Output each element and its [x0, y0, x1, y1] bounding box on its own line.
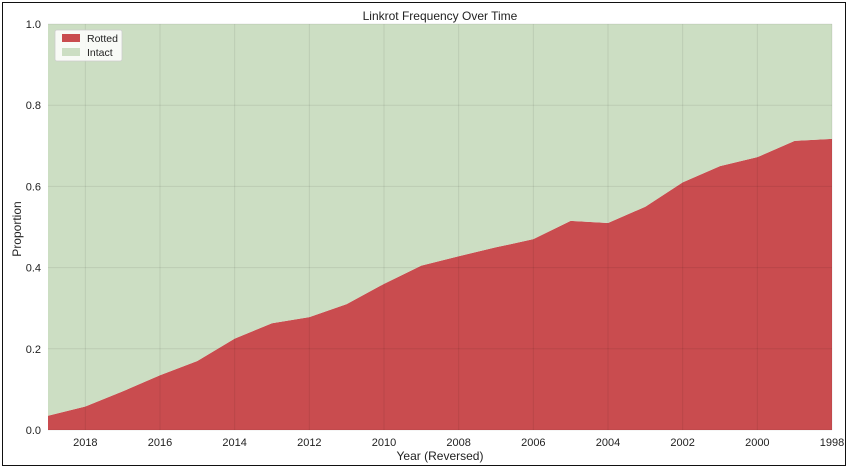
chart-title: Linkrot Frequency Over Time — [363, 9, 518, 23]
y-tick-label: 0.0 — [26, 425, 41, 437]
area-intact — [48, 24, 832, 416]
legend-label-rotted: Rotted — [87, 33, 118, 45]
x-tick-label: 2002 — [670, 437, 694, 449]
legend-label-intact: Intact — [87, 47, 113, 59]
grid-layer — [48, 23, 833, 431]
x-tick-label: 2010 — [372, 437, 396, 449]
y-ticks: 0.0 0.2 0.4 0.6 0.8 1.0 — [26, 19, 41, 437]
x-tick-label: 2000 — [745, 437, 769, 449]
legend-swatch-intact — [62, 48, 80, 56]
areas-layer — [48, 24, 832, 430]
x-tick-label: 2018 — [73, 437, 97, 449]
x-tick-label: 2008 — [446, 437, 470, 449]
y-tick-label: 1.0 — [26, 19, 41, 31]
y-tick-label: 0.8 — [26, 100, 41, 112]
x-tick-label: 2016 — [148, 437, 172, 449]
x-tick-label: 2004 — [596, 437, 620, 449]
y-tick-label: 0.6 — [26, 181, 41, 193]
x-ticks: 2018 2016 2014 2012 2010 2008 2006 2004 2002 2000… — [73, 437, 844, 449]
x-axis-label: Year (Reversed) — [397, 449, 484, 463]
x-tick-label: 2006 — [521, 437, 545, 449]
x-tick-label: 2012 — [297, 437, 321, 449]
legend-swatch-rotted — [62, 34, 80, 42]
x-tick-label: 1998 — [820, 437, 844, 449]
legend: Rotted Intact — [54, 29, 123, 62]
y-tick-label: 0.4 — [26, 263, 41, 275]
y-tick-label: 0.2 — [26, 344, 41, 356]
x-tick-label: 2014 — [222, 437, 246, 449]
area-rotted — [48, 138, 832, 430]
y-axis-label: Proportion — [10, 201, 24, 256]
